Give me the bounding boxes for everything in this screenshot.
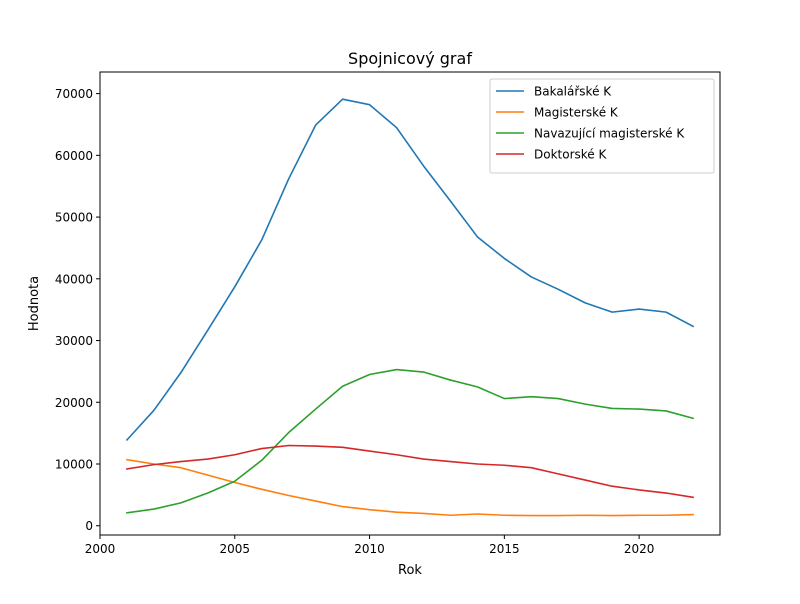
y-tick-label: 40000 — [55, 272, 93, 286]
x-tick-label: 2005 — [220, 542, 251, 556]
y-tick-label: 0 — [85, 519, 93, 533]
series-line — [126, 458, 694, 517]
legend-label: Doktorské K — [534, 148, 607, 162]
y-tick-label: 10000 — [55, 458, 93, 472]
chart-title: Spojnicový graf — [348, 49, 472, 68]
series-group — [125, 98, 695, 517]
plot-spines — [99, 71, 721, 536]
legend: Bakalářské K Magisterské K Navazující magi… — [489, 78, 715, 174]
legend-label: Bakalářské K — [534, 85, 612, 99]
y-tick-label: 70000 — [55, 87, 93, 101]
series-line — [126, 368, 695, 514]
y-tick-label: 50000 — [55, 211, 93, 225]
y-tick-label: 30000 — [55, 334, 93, 348]
x-tick-label: 2020 — [624, 542, 655, 556]
y-tick-label: 60000 — [55, 149, 93, 163]
legend-label: Magisterské K — [534, 106, 619, 120]
y-tick-label: 20000 — [55, 396, 93, 410]
x-tick-label: 2010 — [354, 542, 385, 556]
legend-label: Navazující magisterské K — [534, 127, 685, 141]
x-axis: 2000 2005 2010 2015 2020 — [85, 535, 655, 556]
y-axis: 0 10000 20000 30000 40000 50000 60000 70000 — [55, 87, 100, 533]
legend-box — [489, 78, 715, 174]
series-line — [125, 98, 695, 442]
x-tick-label: 2000 — [85, 542, 116, 556]
series-line — [126, 444, 694, 499]
x-axis-label: Rok — [398, 563, 422, 578]
x-tick-label: 2015 — [489, 542, 520, 556]
y-axis-label: Hodnota — [27, 276, 42, 331]
